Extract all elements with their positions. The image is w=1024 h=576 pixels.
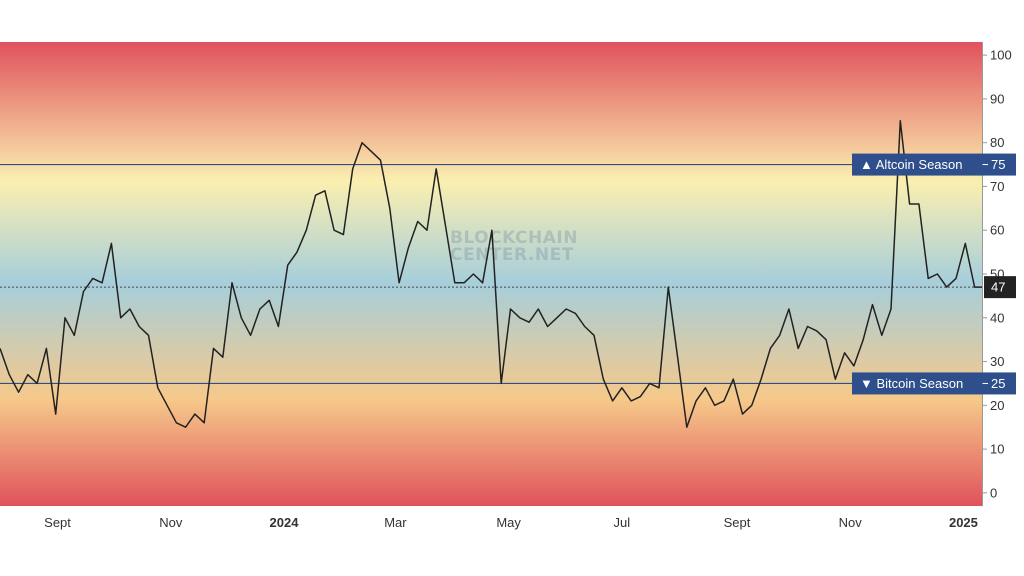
- reference-marker-box: [852, 153, 1016, 176]
- y-tick-label: 70: [990, 179, 1004, 194]
- y-tick-label: 60: [990, 223, 1004, 238]
- reference-marker-25: ▼ Bitcoin Season 25: [852, 372, 1016, 395]
- y-tick-label: 90: [990, 91, 1004, 106]
- watermark: BLOCKCHAIN CENTER.NET: [450, 228, 578, 265]
- current-value-label: 47: [991, 280, 1005, 295]
- reference-marker-label: ▼ Bitcoin Season: [860, 376, 963, 391]
- x-tick-label: 2025: [949, 515, 978, 530]
- reference-marker-box: [852, 372, 1016, 395]
- x-tick-label: Sept: [724, 515, 751, 530]
- x-tick-label: May: [496, 515, 521, 530]
- x-tick-label: 2024: [270, 515, 300, 530]
- y-tick-label: 100: [990, 48, 1012, 63]
- series-line-altcoin-season-index: [0, 120, 982, 428]
- watermark-line-2: CENTER.NET: [450, 245, 574, 265]
- reference-lines: [0, 163, 982, 385]
- x-tick-label: Sept: [44, 515, 71, 530]
- reference-marker-value: 75: [991, 157, 1005, 172]
- y-tick-label: 0: [990, 485, 997, 500]
- reference-marker-value: 25: [991, 376, 1005, 391]
- x-tick-label: Nov: [839, 515, 863, 530]
- y-tick-label: 20: [990, 398, 1004, 413]
- watermark-line-1: BLOCKCHAIN: [450, 228, 578, 248]
- plot-background: [0, 42, 982, 506]
- current-value-marker: 47: [984, 276, 1016, 299]
- current-value-box: [984, 276, 1016, 299]
- y-tick-label: 80: [990, 135, 1004, 150]
- value-markers: ▲ Altcoin Season 75 ▼ Bitcoin Season 25 47: [852, 153, 1016, 395]
- reference-marker-75: ▲ Altcoin Season 75: [852, 153, 1016, 176]
- y-tick-label: 30: [990, 354, 1004, 369]
- x-tick-label: Mar: [384, 515, 407, 530]
- x-axis-ticks: Sept Nov 2024 Mar May Jul Sept Nov 2025: [44, 515, 978, 530]
- reference-marker-label: ▲ Altcoin Season: [860, 157, 962, 172]
- x-tick-label: Nov: [159, 515, 183, 530]
- y-tick-label: 40: [990, 310, 1004, 325]
- y-tick-label: 10: [990, 442, 1004, 457]
- x-tick-label: Jul: [614, 515, 631, 530]
- y-axis-background: [982, 42, 1024, 506]
